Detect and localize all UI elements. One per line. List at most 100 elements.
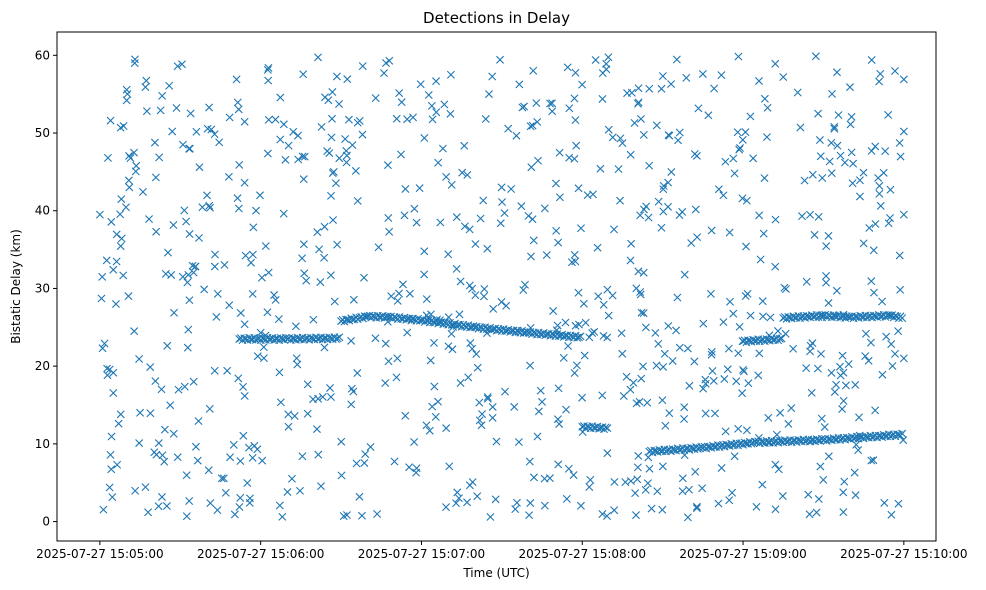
data-point bbox=[263, 149, 272, 158]
data-point bbox=[239, 382, 248, 391]
data-point bbox=[699, 319, 708, 328]
plot-frame bbox=[56, 31, 937, 542]
data-point bbox=[528, 121, 537, 130]
data-point bbox=[342, 158, 351, 167]
data-point bbox=[256, 328, 265, 337]
data-point bbox=[527, 163, 536, 172]
data-point bbox=[675, 211, 684, 220]
data-point bbox=[491, 495, 500, 504]
data-point bbox=[298, 152, 307, 161]
data-point bbox=[707, 350, 716, 359]
data-point bbox=[578, 80, 587, 89]
data-point bbox=[746, 112, 755, 121]
data-point bbox=[298, 254, 307, 263]
data-point bbox=[841, 381, 850, 390]
data-point bbox=[328, 169, 337, 178]
data-point bbox=[798, 212, 806, 221]
data-point bbox=[533, 117, 542, 126]
data-point bbox=[250, 441, 259, 450]
data-point bbox=[135, 439, 144, 448]
data-point bbox=[763, 103, 772, 112]
data-point bbox=[194, 417, 203, 426]
data-point bbox=[460, 222, 469, 231]
data-point bbox=[804, 490, 813, 499]
data-point bbox=[320, 222, 329, 231]
data-point bbox=[142, 76, 151, 85]
data-point bbox=[141, 483, 150, 492]
data-point bbox=[183, 343, 192, 352]
data-point bbox=[880, 498, 889, 507]
data-point bbox=[820, 423, 829, 432]
data-point bbox=[353, 118, 362, 127]
data-point bbox=[122, 203, 130, 212]
data-point bbox=[570, 369, 579, 378]
data-point bbox=[456, 379, 465, 387]
data-point bbox=[410, 204, 419, 213]
data-point bbox=[248, 289, 257, 298]
data-point bbox=[240, 391, 249, 400]
data-point bbox=[828, 89, 837, 98]
data-point bbox=[698, 484, 707, 493]
data-point bbox=[420, 270, 429, 279]
data-point bbox=[235, 502, 244, 511]
data-point bbox=[847, 148, 856, 157]
data-point bbox=[819, 475, 828, 484]
data-point bbox=[240, 320, 249, 329]
data-point bbox=[759, 229, 768, 238]
data-point bbox=[415, 184, 424, 193]
data-point bbox=[315, 245, 324, 254]
data-point bbox=[384, 357, 393, 366]
data-point bbox=[626, 385, 635, 394]
data-point bbox=[299, 175, 308, 184]
data-point bbox=[465, 481, 474, 490]
data-point bbox=[426, 310, 435, 319]
data-point bbox=[300, 152, 309, 161]
data-point bbox=[576, 501, 585, 510]
data-point bbox=[534, 407, 543, 416]
data-point bbox=[195, 163, 204, 172]
data-point bbox=[707, 347, 716, 356]
data-point bbox=[444, 313, 453, 322]
data-point bbox=[524, 211, 533, 220]
data-point bbox=[693, 233, 702, 242]
data-point bbox=[554, 460, 563, 469]
data-point bbox=[125, 151, 134, 160]
data-point bbox=[390, 457, 399, 466]
x-tick-label: 2025-07-27 15:09:00 bbox=[679, 547, 806, 561]
data-point bbox=[394, 289, 403, 298]
data-point bbox=[460, 141, 469, 150]
data-point bbox=[107, 217, 116, 226]
data-point bbox=[448, 345, 457, 354]
data-point bbox=[403, 115, 412, 124]
data-point bbox=[639, 362, 648, 371]
data-point bbox=[824, 299, 833, 308]
data-point bbox=[410, 438, 419, 447]
data-point bbox=[839, 508, 848, 517]
data-point bbox=[384, 214, 393, 223]
data-point bbox=[488, 413, 497, 422]
data-point bbox=[616, 134, 625, 143]
data-point bbox=[119, 271, 128, 280]
data-point bbox=[802, 364, 811, 373]
data-point bbox=[436, 218, 445, 227]
data-point bbox=[458, 168, 467, 177]
data-point bbox=[738, 135, 747, 144]
data-point bbox=[616, 196, 625, 205]
data-point bbox=[852, 440, 861, 449]
y-tick-label: 10 bbox=[35, 437, 50, 451]
data-point bbox=[229, 440, 238, 449]
data-points bbox=[95, 52, 908, 522]
data-point bbox=[598, 94, 607, 103]
data-point bbox=[808, 339, 817, 348]
data-point bbox=[559, 353, 568, 362]
data-point bbox=[284, 410, 293, 419]
data-point bbox=[275, 368, 284, 377]
data-point bbox=[258, 456, 267, 465]
data-point bbox=[465, 281, 474, 290]
data-point bbox=[287, 474, 296, 483]
data-point bbox=[884, 110, 893, 119]
data-point bbox=[626, 256, 635, 265]
data-point bbox=[357, 511, 366, 520]
data-point bbox=[574, 288, 583, 297]
data-point bbox=[431, 412, 440, 421]
